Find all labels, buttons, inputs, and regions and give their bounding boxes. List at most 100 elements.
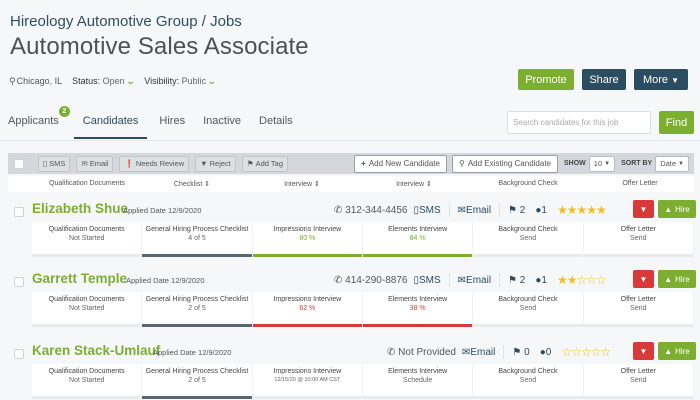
- tags-count[interactable]: ⚑ 2: [508, 274, 526, 286]
- comments-count[interactable]: ●1: [535, 274, 547, 286]
- add-tag-button[interactable]: ⚑ Add Tag: [241, 155, 288, 172]
- candidate-name-link[interactable]: Karen Stack-Umlauf: [32, 343, 161, 358]
- needs-review-button[interactable]: ❗ Needs Review: [119, 155, 190, 172]
- add-existing-candidate-button[interactable]: ⚲ Add Existing Candidate: [451, 154, 558, 173]
- hiring-steps: Qualification Documents Not Started Gener…: [32, 364, 694, 399]
- step-background-check[interactable]: Background Check Send: [473, 222, 584, 257]
- hiring-steps: Qualification Documents Not Started Gener…: [32, 292, 694, 327]
- envelope-icon: ✉: [461, 346, 471, 358]
- step-qualification-documents[interactable]: Qualification Documents Not Started: [32, 222, 143, 257]
- share-button[interactable]: Share: [582, 69, 626, 90]
- tab-details[interactable]: Details: [259, 115, 293, 127]
- step-impressions-interview[interactable]: Impressions Interview 62 %: [252, 292, 363, 327]
- email-link[interactable]: ✉Email: [457, 274, 492, 286]
- alert-circle-icon: ❗: [124, 159, 134, 168]
- show-count-select[interactable]: 10 ▼: [588, 155, 616, 172]
- breadcrumb[interactable]: Hireology Automotive Group / Jobs: [10, 13, 242, 30]
- col-interview-sort[interactable]: Interview ⇕: [284, 181, 320, 188]
- visibility-dropdown[interactable]: Visibility: Public⌄: [144, 76, 217, 86]
- tab-applicants[interactable]: Applicants 2: [0, 106, 70, 133]
- envelope-icon: ✉: [457, 204, 467, 216]
- tab-candidates[interactable]: Candidates: [73, 109, 148, 139]
- step-background-check[interactable]: Background Check Send: [473, 364, 584, 399]
- star-rating[interactable]: ★★★★★: [556, 203, 607, 217]
- sms-link[interactable]: ▯SMS: [413, 274, 441, 286]
- comments-count[interactable]: ●0: [539, 346, 552, 358]
- phone-icon: ✆: [387, 346, 396, 358]
- email-link[interactable]: ✉Email: [457, 204, 492, 216]
- candidate-name-link[interactable]: Garrett Temple: [32, 271, 128, 286]
- candidate-checkbox[interactable]: [14, 277, 24, 287]
- tags-count[interactable]: ⚑ 2: [508, 204, 526, 216]
- step-checklist[interactable]: General Hiring Process Checklist 2 of 5: [142, 364, 253, 399]
- bulk-action-toolbar: ▯ SMS ✉ Email ❗ Needs Review ▼ Reject ⚑ Add T…: [8, 153, 694, 174]
- step-offer-letter[interactable]: Offer Letter Send: [583, 222, 694, 257]
- sms-link[interactable]: ▯SMS: [413, 204, 441, 216]
- more-button[interactable]: More ▼: [634, 69, 688, 90]
- plus-icon: +: [361, 159, 366, 168]
- candidate-checkbox[interactable]: [14, 349, 24, 359]
- candidate-row: Garrett Temple Applied Date 12/9/2020 ✆ …: [8, 268, 696, 328]
- bulk-sms-button[interactable]: ▯ SMS: [38, 155, 71, 172]
- star-rating[interactable]: ☆☆☆☆☆: [561, 345, 611, 359]
- applied-date: Applied Date 12/9/2020: [153, 348, 232, 357]
- thumbs-down-icon: ▼: [639, 346, 648, 356]
- email-link[interactable]: ✉Email: [461, 346, 496, 358]
- tags-icon: ⚑: [512, 346, 522, 358]
- reject-button[interactable]: ▼: [633, 200, 654, 218]
- search-candidates-input[interactable]: [507, 111, 651, 134]
- phone[interactable]: ✆ 414-290-8876: [334, 274, 408, 286]
- sort-by-select[interactable]: Date ▼: [655, 155, 689, 172]
- thumbs-down-icon: ▼: [200, 159, 208, 168]
- reject-button[interactable]: ▼: [633, 342, 654, 360]
- applicants-count-badge: 2: [58, 106, 70, 117]
- promote-button[interactable]: Promote: [518, 69, 574, 90]
- tab-inactive[interactable]: Inactive: [203, 115, 242, 127]
- step-checklist[interactable]: General Hiring Process Checklist 4 of 5: [142, 222, 253, 257]
- phone: ✆ Not Provided: [387, 346, 456, 358]
- candidate-name-link[interactable]: Elizabeth Shue: [32, 201, 129, 216]
- status-dropdown[interactable]: Status: Open⌄: [72, 76, 136, 86]
- step-offer-letter[interactable]: Offer Letter Send: [583, 364, 694, 399]
- hiring-steps: Qualification Documents Not Started Gener…: [32, 222, 694, 257]
- star-rating[interactable]: ★★☆☆☆: [556, 273, 607, 287]
- page-title: Automotive Sales Associate: [10, 33, 309, 60]
- add-new-candidate-button[interactable]: + Add New Candidate: [354, 154, 447, 173]
- comments-count[interactable]: ●1: [535, 204, 547, 216]
- col-interview-2-sort[interactable]: Interview ⇕: [396, 181, 432, 188]
- step-elements-interview[interactable]: Elements Interview 84 %: [362, 222, 474, 257]
- hire-button[interactable]: ▲ Hire: [658, 200, 696, 218]
- reject-button[interactable]: ▼: [633, 270, 654, 288]
- step-qualification-documents[interactable]: Qualification Documents Not Started: [32, 364, 143, 399]
- step-qualification-documents[interactable]: Qualification Documents Not Started: [32, 292, 143, 327]
- candidate-row: Karen Stack-Umlauf Applied Date 12/9/202…: [8, 340, 696, 400]
- comment-icon: ●: [535, 274, 542, 286]
- step-elements-interview[interactable]: Elements Interview 38 %: [362, 292, 474, 327]
- search-icon: ⚲: [458, 159, 465, 168]
- hire-button[interactable]: ▲ Hire: [658, 270, 696, 288]
- step-impressions-interview[interactable]: Impressions Interview 12/15/20 @ 10:00 AM…: [252, 364, 363, 399]
- phone-icon: ✆: [334, 274, 343, 286]
- step-impressions-interview[interactable]: Impressions Interview 80 %: [252, 222, 363, 257]
- phone[interactable]: ✆ 312-344-4456: [334, 204, 408, 216]
- envelope-icon: ✉: [81, 159, 88, 168]
- step-checklist[interactable]: General Hiring Process Checklist 2 of 5: [142, 292, 253, 327]
- applied-date: Applied Date 12/9/2020: [123, 206, 202, 215]
- tab-hires[interactable]: Hires: [159, 115, 186, 127]
- col-checklist-sort[interactable]: Checklist ⇕: [173, 181, 211, 188]
- step-background-check[interactable]: Background Check Send: [473, 292, 584, 327]
- hire-button[interactable]: ▲ Hire: [658, 342, 696, 360]
- mobile-icon: ▯: [413, 204, 419, 216]
- candidate-checkbox[interactable]: [14, 207, 24, 217]
- chevron-down-icon: ▼: [671, 75, 680, 85]
- step-elements-interview[interactable]: Elements Interview Schedule: [362, 364, 474, 399]
- col-background-check: Background Check: [498, 180, 558, 187]
- step-offer-letter[interactable]: Offer Letter Send: [583, 292, 694, 327]
- tab-divider: [0, 140, 700, 141]
- find-button[interactable]: Find: [659, 111, 694, 134]
- select-all-checkbox[interactable]: [14, 158, 24, 169]
- tags-count[interactable]: ⚑ 0: [512, 346, 530, 358]
- bulk-email-button[interactable]: ✉ Email: [76, 155, 114, 172]
- bulk-reject-button[interactable]: ▼ Reject: [195, 155, 236, 172]
- tags-icon: ⚑: [508, 274, 518, 286]
